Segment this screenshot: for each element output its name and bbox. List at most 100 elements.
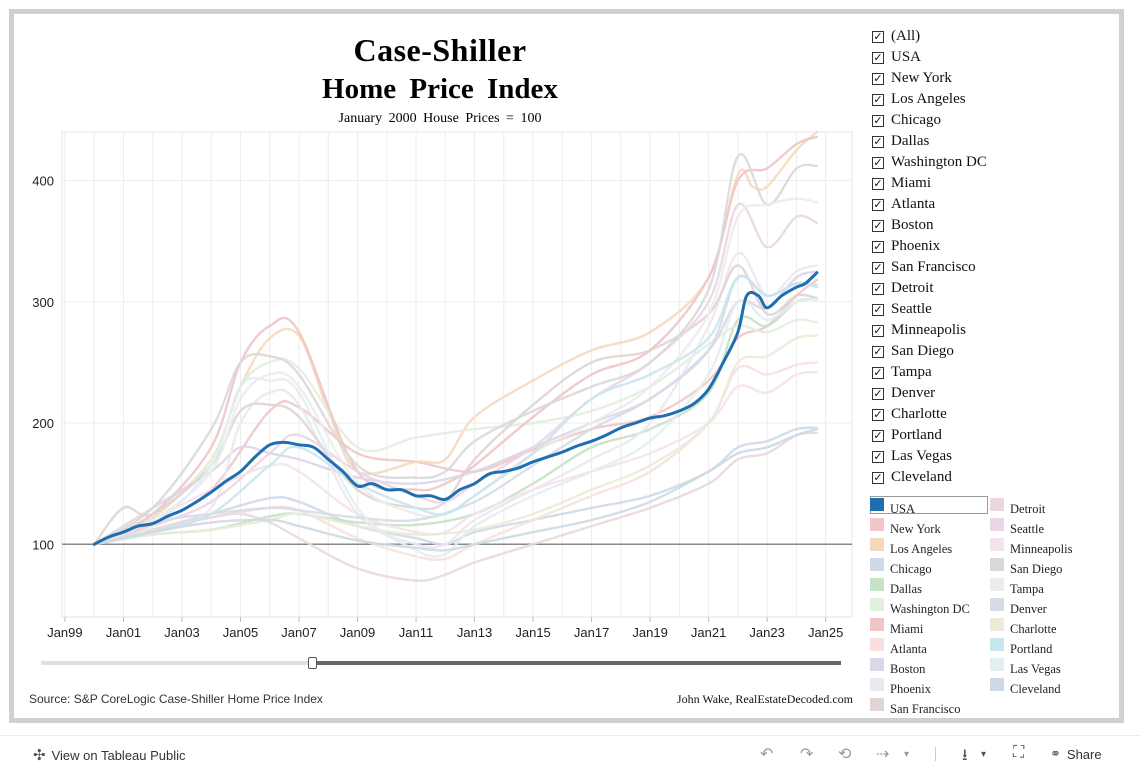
series-line-usa[interactable] [92, 271, 819, 546]
filter-item-washington-dc[interactable]: ✓ Washington DC [872, 152, 987, 173]
checkbox-checked-icon[interactable]: ✓ [872, 114, 884, 127]
legend-item-usa[interactable]: USA [870, 496, 915, 516]
y-axis: 100 200 300 400 [32, 174, 54, 553]
date-range-slider-fill[interactable] [313, 661, 841, 665]
view-on-tableau-public-link[interactable]: ✣ View on Tableau Public [33, 746, 186, 764]
filter-item-all[interactable]: ✓ (All) [872, 26, 987, 47]
legend-item-boston[interactable]: Boston [870, 656, 925, 676]
filter-item-san-francisco[interactable]: ✓ San Francisco [872, 257, 987, 278]
chart-subtitle: January 2000 House Prices = 100 [338, 111, 542, 126]
checkbox-checked-icon[interactable]: ✓ [872, 198, 884, 211]
legend-item-chicago[interactable]: Chicago [870, 556, 932, 576]
tableau-toolbar: ✣ View on Tableau Public ↶ ↷ ⟲ ⇢ ▾ ⭳ ▾ ⛶… [0, 735, 1140, 768]
checkbox-checked-icon[interactable]: ✓ [872, 429, 884, 442]
legend-item-san-diego[interactable]: San Diego [990, 556, 1062, 576]
chevron-down-icon[interactable]: ▾ [904, 749, 910, 760]
legend-item-atlanta[interactable]: Atlanta [870, 636, 927, 656]
filter-item-usa[interactable]: ✓ USA [872, 47, 987, 68]
legend-item-cleveland[interactable]: Cleveland [990, 676, 1061, 696]
chart-title-line1: Case-Shiller [353, 32, 527, 68]
filter-item-minneapolis[interactable]: ✓ Minneapolis [872, 320, 987, 341]
filter-item-seattle[interactable]: ✓ Seattle [872, 299, 987, 320]
series-line-dallas[interactable] [93, 297, 819, 546]
download-chevron-icon[interactable]: ▾ [981, 749, 987, 760]
checkbox-checked-icon[interactable]: ✓ [872, 93, 884, 106]
filter-item-charlotte[interactable]: ✓ Charlotte [872, 404, 987, 425]
checkbox-checked-icon[interactable]: ✓ [872, 450, 884, 463]
series-line-san-diego[interactable] [93, 152, 819, 546]
refresh-icon[interactable]: ⇢ [876, 746, 890, 763]
filter-item-las-vegas[interactable]: ✓ Las Vegas [872, 446, 987, 467]
filter-item-portland[interactable]: ✓ Portland [872, 425, 987, 446]
filter-item-label: Las Vegas [891, 448, 952, 464]
legend-label: Tampa [1010, 582, 1044, 596]
checkbox-checked-icon[interactable]: ✓ [872, 345, 884, 358]
legend-item-charlotte[interactable]: Charlotte [990, 616, 1057, 636]
legend-item-phoenix[interactable]: Phoenix [870, 676, 931, 696]
checkbox-checked-icon[interactable]: ✓ [872, 240, 884, 253]
legend-label: Chicago [890, 562, 932, 576]
series-line-minneapolis[interactable] [93, 370, 819, 546]
checkbox-checked-icon[interactable]: ✓ [872, 30, 884, 43]
checkbox-checked-icon[interactable]: ✓ [872, 72, 884, 85]
checkbox-checked-icon[interactable]: ✓ [872, 366, 884, 379]
legend-item-los-angeles[interactable]: Los Angeles [870, 536, 952, 556]
share-button[interactable]: ⚭ Share [1050, 746, 1102, 762]
filter-item-phoenix[interactable]: ✓ Phoenix [872, 236, 987, 257]
checkbox-checked-icon[interactable]: ✓ [872, 387, 884, 400]
checkbox-checked-icon[interactable]: ✓ [872, 324, 884, 337]
checkbox-checked-icon[interactable]: ✓ [872, 303, 884, 316]
legend-item-detroit[interactable]: Detroit [990, 496, 1045, 516]
filter-item-miami[interactable]: ✓ Miami [872, 173, 987, 194]
redo-icon[interactable]: ↷ [800, 746, 814, 763]
legend-item-las-vegas[interactable]: Las Vegas [990, 656, 1061, 676]
revert-icon[interactable]: ⟲ [838, 746, 852, 763]
filter-item-label: San Diego [891, 343, 954, 359]
legend-item-seattle[interactable]: Seattle [990, 516, 1044, 536]
legend-item-san-francisco[interactable]: San Francisco [870, 696, 960, 716]
series-line-detroit[interactable] [93, 431, 819, 582]
series-line-charlotte[interactable] [93, 334, 819, 546]
legend-swatch [870, 658, 884, 671]
date-range-slider-handle[interactable] [308, 657, 317, 669]
checkbox-checked-icon[interactable]: ✓ [872, 135, 884, 148]
filter-item-san-diego[interactable]: ✓ San Diego [872, 341, 987, 362]
checkbox-checked-icon[interactable]: ✓ [872, 156, 884, 169]
series-line-chicago[interactable] [93, 426, 819, 546]
filter-item-cleveland[interactable]: ✓ Cleveland [872, 467, 987, 488]
filter-item-denver[interactable]: ✓ Denver [872, 383, 987, 404]
filter-item-boston[interactable]: ✓ Boston [872, 215, 987, 236]
x-tick-label: Jan01 [106, 625, 141, 640]
legend-item-portland[interactable]: Portland [990, 636, 1052, 656]
checkbox-checked-icon[interactable]: ✓ [872, 261, 884, 274]
y-tick-label: 200 [32, 416, 54, 431]
filter-item-chicago[interactable]: ✓ Chicago [872, 110, 987, 131]
legend-item-denver[interactable]: Denver [990, 596, 1047, 616]
checkbox-checked-icon[interactable]: ✓ [872, 282, 884, 295]
undo-icon[interactable]: ↶ [760, 746, 774, 763]
filter-item-los-angeles[interactable]: ✓ Los Angeles [872, 89, 987, 110]
series-line-las-vegas[interactable] [93, 298, 819, 558]
checkbox-checked-icon[interactable]: ✓ [872, 471, 884, 484]
checkbox-checked-icon[interactable]: ✓ [872, 219, 884, 232]
filter-item-atlanta[interactable]: ✓ Atlanta [872, 194, 987, 215]
filter-item-dallas[interactable]: ✓ Dallas [872, 131, 987, 152]
filter-item-tampa[interactable]: ✓ Tampa [872, 362, 987, 383]
checkbox-checked-icon[interactable]: ✓ [872, 51, 884, 64]
download-icon[interactable]: ⭳ [962, 747, 968, 764]
legend-item-washington-dc[interactable]: Washington DC [870, 596, 970, 616]
legend-item-minneapolis[interactable]: Minneapolis [990, 536, 1073, 556]
checkbox-checked-icon[interactable]: ✓ [872, 408, 884, 421]
legend-item-miami[interactable]: Miami [870, 616, 923, 636]
series-line-cleveland[interactable] [93, 427, 819, 552]
series-line-portland[interactable] [93, 275, 819, 546]
checkbox-checked-icon[interactable]: ✓ [872, 177, 884, 190]
legend-item-tampa[interactable]: Tampa [990, 576, 1044, 596]
series-line-new-york[interactable] [93, 278, 819, 546]
legend-item-dallas[interactable]: Dallas [870, 576, 922, 596]
legend-item-new-york[interactable]: New York [870, 516, 941, 536]
filter-item-detroit[interactable]: ✓ Detroit [872, 278, 987, 299]
series-line-miami[interactable] [93, 135, 819, 546]
filter-item-new-york[interactable]: ✓ New York [872, 68, 987, 89]
fullscreen-icon[interactable]: ⛶ [1013, 744, 1025, 761]
